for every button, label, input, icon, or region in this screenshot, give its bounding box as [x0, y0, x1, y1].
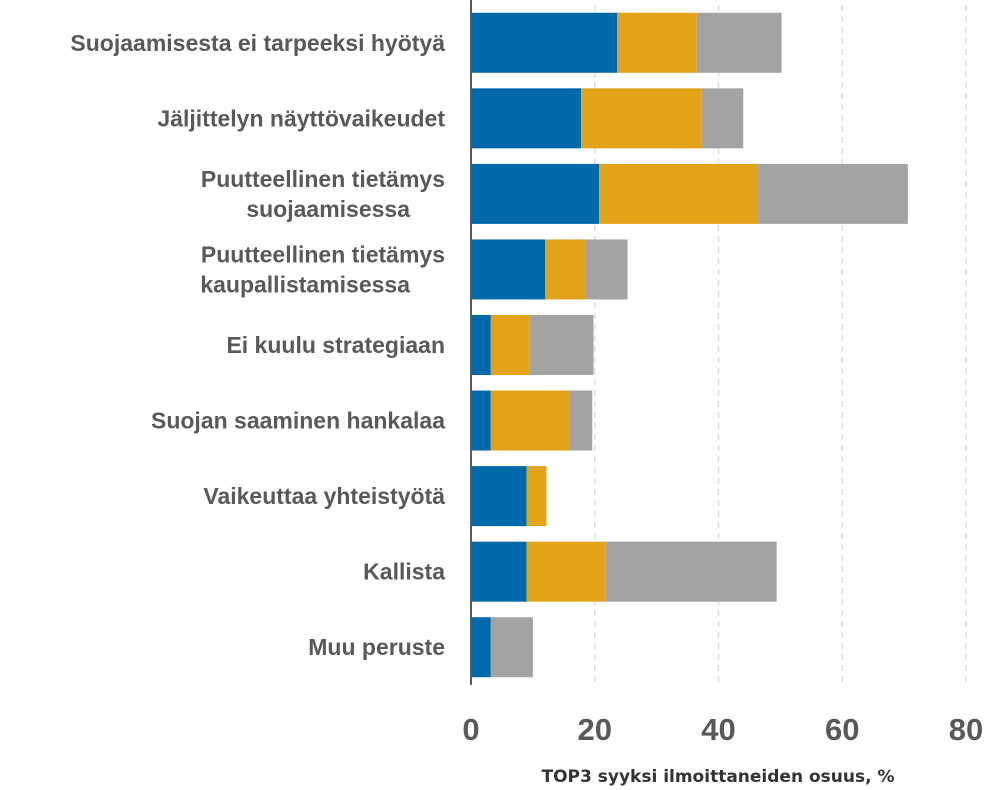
- y-tick-label: Kallista: [363, 559, 445, 585]
- bar-segment: [526, 466, 547, 527]
- bar-segment: [581, 88, 702, 149]
- bar-segment: [490, 390, 570, 451]
- bar-segment: [471, 88, 582, 149]
- x-tick-label: 40: [701, 712, 735, 747]
- bar-segment: [617, 12, 697, 73]
- x-tick-label: 20: [578, 712, 612, 747]
- bar-segment: [526, 541, 606, 602]
- bar-segment: [585, 239, 628, 300]
- bar-segment: [490, 315, 530, 375]
- y-tick-label: Jäljittelyn näyttövaikeudet: [157, 105, 445, 131]
- bar-segment: [471, 617, 491, 678]
- bar-segment: [696, 12, 782, 73]
- bar-segment: [605, 541, 777, 602]
- x-axis-label: TOP3 syyksi ilmoittaneiden osuus, %: [541, 767, 894, 787]
- y-tick-label: Suojaamisesta ei tarpeeksi hyötyä: [70, 30, 445, 56]
- bar-segment: [471, 239, 546, 300]
- bar-segment: [701, 88, 744, 149]
- bar-segment: [599, 163, 759, 224]
- bar-segment: [529, 315, 594, 375]
- bar-segment: [471, 390, 491, 451]
- bar-segment: [471, 315, 491, 375]
- y-tick-label: Ei kuulu strategiaan: [226, 332, 445, 358]
- y-tick-label: Vaikeuttaa yhteistyötä: [203, 483, 445, 509]
- bar-segment: [471, 12, 618, 73]
- y-tick-label: Muu peruste: [308, 634, 445, 660]
- y-tick-label: Suojan saaminen hankalaa: [151, 408, 445, 434]
- bar-segment: [758, 163, 908, 224]
- y-tick-label: Puutteellinen tietämys suojaamisessa: [201, 166, 445, 222]
- bar-segment: [471, 541, 527, 602]
- x-tick-label: 60: [825, 712, 859, 747]
- x-tick-label: 80: [949, 712, 983, 747]
- bar-segment: [570, 390, 593, 451]
- y-tick-label: Puutteellinen tietämys kaupallistamisessa: [200, 241, 445, 297]
- bar-segment: [490, 617, 533, 678]
- bar-segment: [545, 239, 586, 300]
- x-tick-label: 0: [462, 712, 479, 747]
- bar-segment: [471, 466, 527, 527]
- bar-segment: [471, 163, 600, 224]
